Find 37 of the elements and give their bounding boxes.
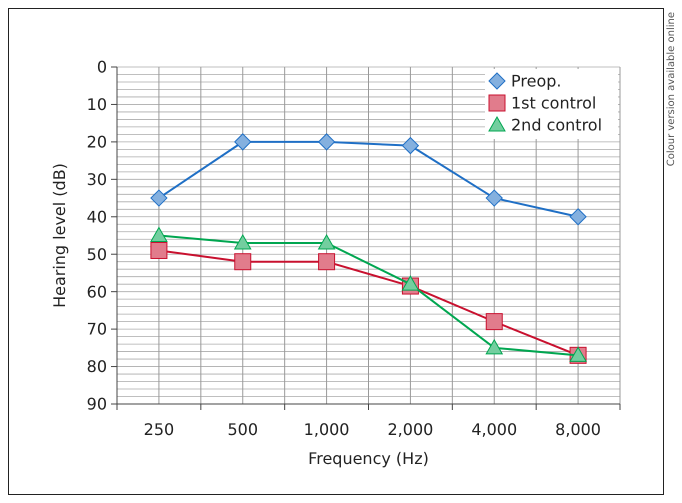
point	[402, 137, 419, 154]
y-axis-title: Hearing level (dB)	[50, 163, 69, 308]
legend-label: 1st control	[511, 94, 596, 113]
point	[318, 253, 336, 270]
x-axis-title: Frequency (Hz)	[308, 449, 429, 468]
y-tick-label: 90	[86, 394, 107, 414]
point	[318, 133, 336, 150]
x-tick-label: 2,000	[388, 420, 434, 439]
legend-label: Preop.	[511, 72, 562, 91]
y-tick-label: 20	[86, 132, 107, 152]
legend-label: 2nd control	[511, 116, 602, 135]
point	[318, 234, 336, 250]
point	[402, 276, 419, 291]
point	[150, 242, 168, 259]
y-tick-label: 40	[86, 207, 107, 226]
y-tick-label: 0	[96, 58, 107, 77]
y-tick-label: 60	[86, 282, 107, 302]
x-tick-label: 1,000	[304, 420, 350, 439]
y-tick-label: 80	[86, 357, 107, 376]
point	[150, 227, 168, 242]
point	[486, 190, 503, 207]
x-tick-label: 8,000	[555, 420, 601, 439]
y-tick-label: 30	[86, 170, 107, 189]
point	[234, 234, 252, 250]
x-tick-label: 500	[227, 420, 258, 439]
text: Colour version available online	[666, 12, 677, 166]
point	[150, 190, 168, 207]
y-tick-label: 50	[86, 244, 107, 264]
point	[486, 313, 503, 330]
point	[234, 253, 252, 270]
point	[234, 133, 252, 150]
y-tick-label: 10	[86, 95, 107, 114]
x-tick-label: 4,000	[471, 420, 518, 439]
point	[486, 339, 503, 354]
y-tick-label: 70	[86, 320, 107, 339]
point	[570, 208, 587, 226]
x-tick-label: 250	[144, 420, 174, 439]
